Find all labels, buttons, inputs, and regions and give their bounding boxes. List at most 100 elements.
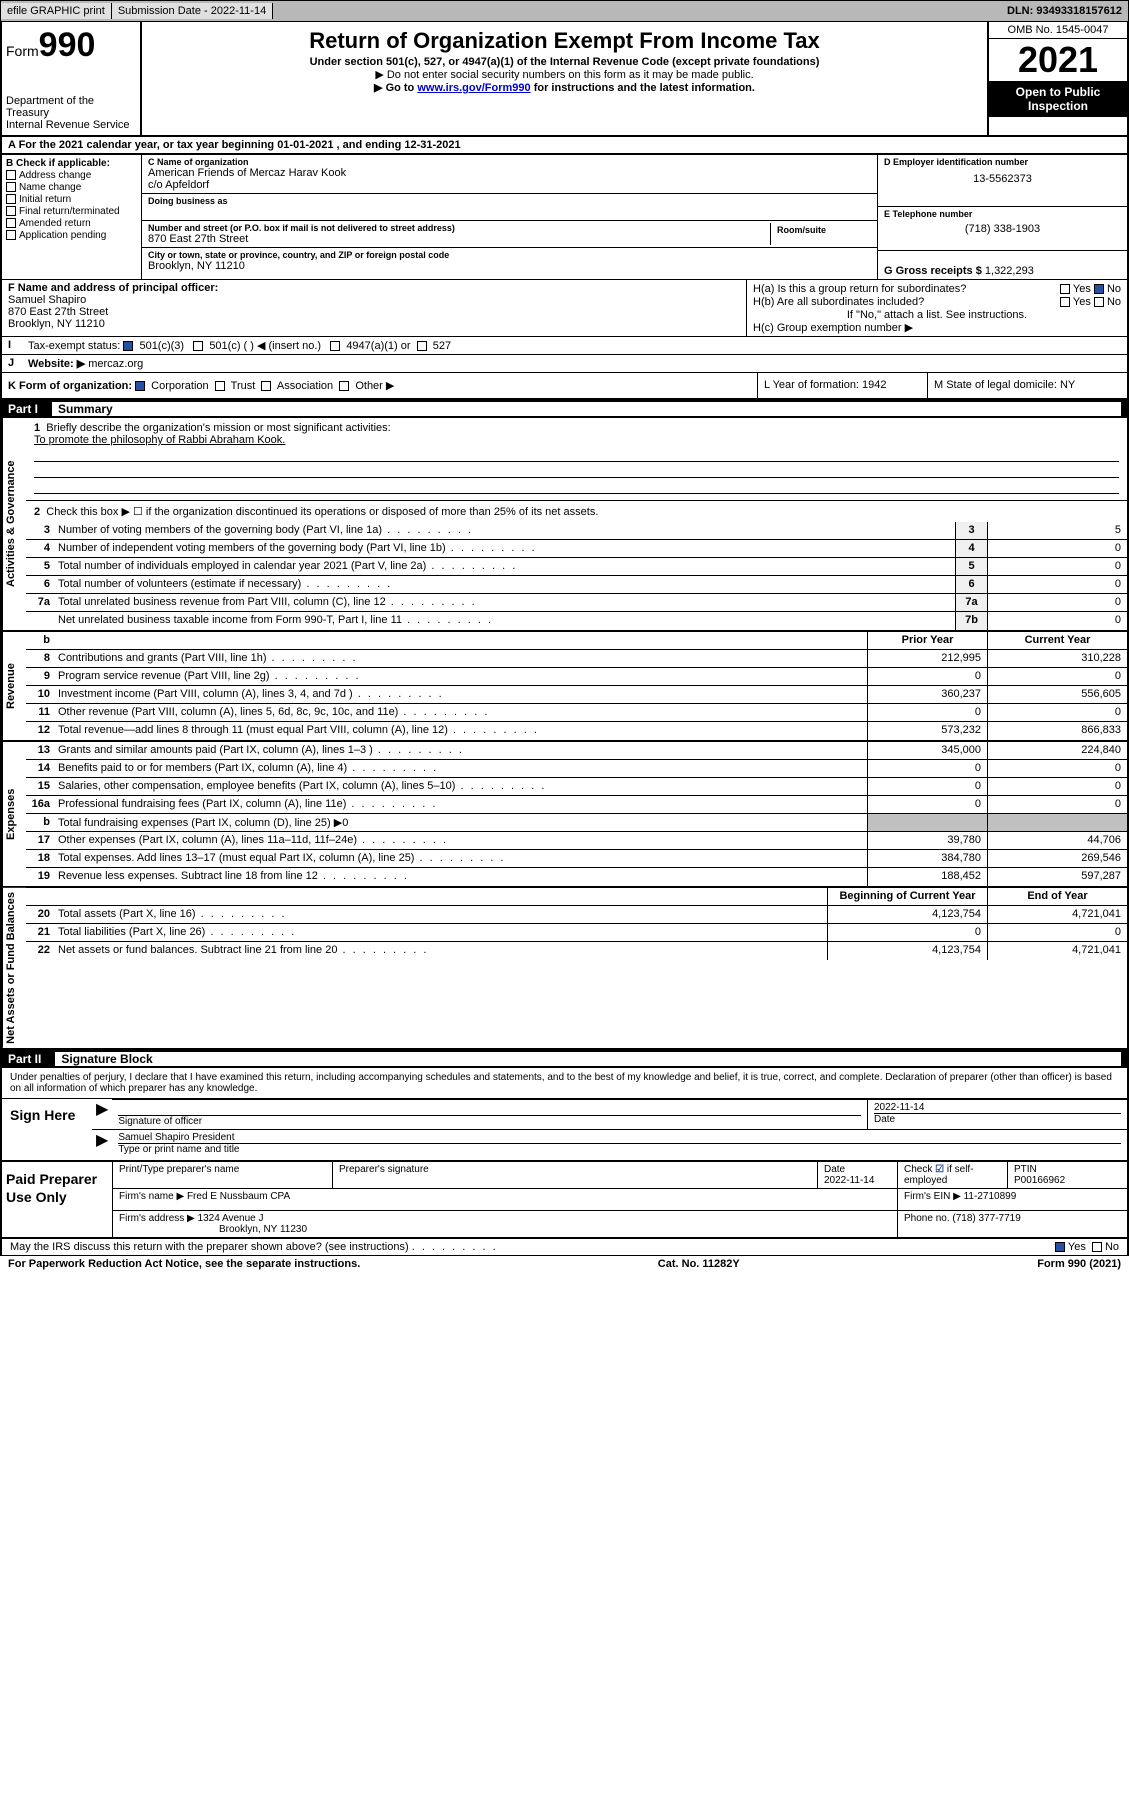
summary-line: 15Salaries, other compensation, employee…	[26, 778, 1127, 796]
prep-name-hdr: Print/Type preparer's name	[112, 1162, 332, 1188]
cb-assoc[interactable]	[261, 381, 271, 391]
hdr-end-year: End of Year	[987, 888, 1127, 905]
summary-line: 18Total expenses. Add lines 13–17 (must …	[26, 850, 1127, 868]
summary-line: 9Program service revenue (Part VIII, lin…	[26, 668, 1127, 686]
part-2-header: Part II Signature Block	[0, 1050, 1129, 1068]
summary-line: 22Net assets or fund balances. Subtract …	[26, 942, 1127, 960]
form-subtitle-1: Under section 501(c), 527, or 4947(a)(1)…	[150, 56, 979, 68]
cb-trust[interactable]	[215, 381, 225, 391]
dba-label: Doing business as	[148, 196, 871, 206]
summary-line: 11Other revenue (Part VIII, column (A), …	[26, 704, 1127, 722]
sig-date-value: 2022-11-14	[874, 1102, 1121, 1114]
irs-label: Internal Revenue Service	[6, 119, 136, 131]
cb-4947[interactable]	[330, 341, 340, 351]
ein-label: D Employer identification number	[884, 157, 1121, 167]
ein-value: 13-5562373	[884, 173, 1121, 185]
cb-corp[interactable]	[135, 381, 145, 391]
dept-label: Department of the Treasury	[6, 95, 136, 119]
discuss-yes[interactable]	[1055, 1242, 1065, 1252]
goto-pre: ▶ Go to	[374, 82, 417, 94]
hc-label: H(c) Group exemption number ▶	[753, 321, 1121, 334]
discuss-text: May the IRS discuss this return with the…	[10, 1241, 409, 1253]
checkbox-address[interactable]	[6, 170, 16, 180]
firm-addr-label: Firm's address ▶	[119, 1213, 195, 1224]
summary-line: 5Total number of individuals employed in…	[26, 558, 1127, 576]
hb-note: If "No," attach a list. See instructions…	[753, 309, 1121, 321]
summary-line: 21Total liabilities (Part X, line 26)00	[26, 924, 1127, 942]
row-a-tax-year: A For the 2021 calendar year, or tax yea…	[0, 137, 1129, 155]
submission-date: Submission Date - 2022-11-14	[112, 3, 273, 19]
cb-other[interactable]	[339, 381, 349, 391]
ha-yes[interactable]	[1060, 284, 1070, 294]
efile-button[interactable]: efile GRAPHIC print	[1, 3, 112, 19]
summary-line: Net unrelated business taxable income fr…	[26, 612, 1127, 630]
irs-link[interactable]: www.irs.gov/Form990	[417, 82, 530, 94]
col-b-checkboxes: B Check if applicable: Address change Na…	[2, 155, 142, 279]
website-value: mercaz.org	[88, 358, 143, 370]
officer-addr1: 870 East 27th Street	[8, 306, 108, 318]
tax-status-label: Tax-exempt status:	[28, 340, 120, 352]
room-label: Room/suite	[777, 225, 865, 235]
summary-line: 6Total number of volunteers (estimate if…	[26, 576, 1127, 594]
summary-line: 20Total assets (Part X, line 16)4,123,75…	[26, 906, 1127, 924]
street-value: 870 East 27th Street	[148, 233, 770, 245]
form-label: Form	[6, 43, 39, 59]
sig-name-label: Type or print name and title	[118, 1144, 239, 1155]
firm-ein: 11-2710899	[964, 1191, 1017, 1202]
checkbox-final[interactable]	[6, 206, 16, 216]
city-label: City or town, state or province, country…	[148, 250, 871, 260]
mission-text: To promote the philosophy of Rabbi Abrah…	[34, 434, 285, 446]
omb-number: OMB No. 1545-0047	[989, 22, 1127, 39]
city-value: Brooklyn, NY 11210	[148, 260, 871, 272]
discuss-row: May the IRS discuss this return with the…	[0, 1239, 1129, 1256]
summary-line: 16aProfessional fundraising fees (Part I…	[26, 796, 1127, 814]
officer-name: Samuel Shapiro	[8, 294, 86, 306]
top-toolbar: efile GRAPHIC print Submission Date - 20…	[0, 0, 1129, 22]
ptin-value: P00166962	[1014, 1175, 1065, 1186]
checkbox-name[interactable]	[6, 182, 16, 192]
hb-yes[interactable]	[1060, 297, 1070, 307]
street-label: Number and street (or P.O. box if mail i…	[148, 223, 770, 233]
summary-governance: Activities & Governance 1 Briefly descri…	[0, 418, 1129, 632]
hb-no[interactable]	[1094, 297, 1104, 307]
gross-label: G Gross receipts $	[884, 265, 982, 277]
ha-no[interactable]	[1094, 284, 1104, 294]
prep-date-val: 2022-11-14	[824, 1175, 874, 1186]
summary-net-assets: Net Assets or Fund Balances Beginning of…	[0, 888, 1129, 1050]
paid-preparer-block: Paid Preparer Use Only Print/Type prepar…	[0, 1162, 1129, 1239]
inspection-label: Open to Public Inspection	[989, 81, 1127, 117]
summary-expenses: Expenses 13Grants and similar amounts pa…	[0, 742, 1129, 888]
summary-line: 7aTotal unrelated business revenue from …	[26, 594, 1127, 612]
page-footer: For Paperwork Reduction Act Notice, see …	[0, 1256, 1129, 1272]
firm-addr1: 1324 Avenue J	[198, 1213, 264, 1224]
cb-501c[interactable]	[193, 341, 203, 351]
cb-527[interactable]	[417, 341, 427, 351]
officer-addr2: Brooklyn, NY 11210	[8, 318, 105, 330]
checkbox-initial[interactable]	[6, 194, 16, 204]
col-b-label: B Check if applicable:	[6, 158, 110, 169]
hb-label: H(b) Are all subordinates included?	[753, 296, 924, 308]
summary-line: 4Number of independent voting members of…	[26, 540, 1127, 558]
cb-501c3[interactable]	[123, 341, 133, 351]
sign-here-label: Sign Here	[2, 1099, 92, 1160]
phone-value: (718) 338-1903	[884, 223, 1121, 235]
form-title: Return of Organization Exempt From Incom…	[150, 28, 979, 54]
form-org-label: K Form of organization:	[8, 380, 132, 392]
checkbox-pending[interactable]	[6, 230, 16, 240]
q2-text: Check this box ▶ ☐ if the organization d…	[46, 506, 598, 518]
gross-value: 1,322,293	[985, 265, 1034, 277]
hdr-prior-year: Prior Year	[867, 632, 987, 649]
summary-line: bTotal fundraising expenses (Part IX, co…	[26, 814, 1127, 832]
vtab-governance: Activities & Governance	[2, 418, 26, 630]
org-name-label: C Name of organization	[148, 157, 871, 167]
sign-here-block: Sign Here ▶ Signature of officer 2022-11…	[0, 1098, 1129, 1162]
vtab-net: Net Assets or Fund Balances	[2, 888, 26, 1048]
form-number: 990	[39, 26, 96, 64]
checkbox-amended[interactable]	[6, 218, 16, 228]
summary-line: 12Total revenue—add lines 8 through 11 (…	[26, 722, 1127, 740]
firm-phone-label: Phone no.	[904, 1213, 950, 1224]
summary-line: 13Grants and similar amounts paid (Part …	[26, 742, 1127, 760]
sig-date-label: Date	[874, 1114, 895, 1125]
signature-intro: Under penalties of perjury, I declare th…	[0, 1068, 1129, 1098]
discuss-no[interactable]	[1092, 1242, 1102, 1252]
